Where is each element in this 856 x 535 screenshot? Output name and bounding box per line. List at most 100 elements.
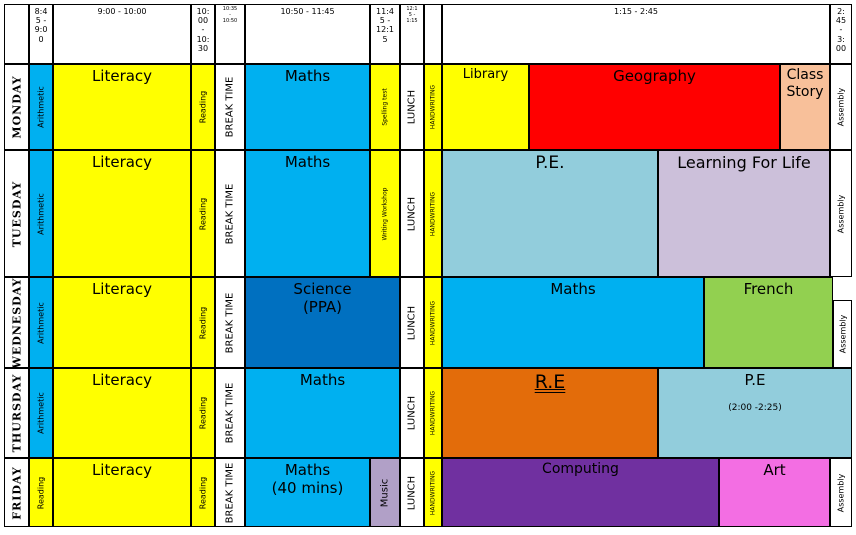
lesson-handwriting: HANDWRITING bbox=[424, 150, 442, 277]
lesson-learning-for-life: Learning For Life bbox=[658, 150, 830, 277]
lunch: LUNCH bbox=[400, 277, 424, 368]
lesson-class-story: Class Story bbox=[780, 64, 830, 150]
time-header-1050: 10:50 - 11:45 bbox=[245, 4, 370, 64]
lesson-label: Arithmetic bbox=[36, 86, 46, 128]
lesson-re: R.E bbox=[442, 368, 658, 458]
lunch: LUNCH bbox=[400, 150, 424, 277]
lesson-maths: Maths bbox=[245, 64, 370, 150]
lesson-label: Spelling test bbox=[381, 88, 389, 126]
lesson-reading: Reading bbox=[29, 458, 53, 527]
lunch: LUNCH bbox=[400, 458, 424, 527]
lesson-label: Reading bbox=[198, 306, 208, 339]
lesson-label: Reading bbox=[198, 197, 208, 230]
lesson-maths: Maths (40 mins) bbox=[245, 458, 370, 527]
lesson-label: Story bbox=[786, 83, 824, 100]
lesson-literacy: Literacy bbox=[53, 64, 191, 150]
lesson-label: Arithmetic bbox=[36, 192, 46, 235]
day-wednesday: WEDNESDAY bbox=[4, 277, 29, 368]
time-label: 10:50 - 11:45 bbox=[280, 7, 335, 16]
lesson-literacy: Literacy bbox=[53, 368, 191, 458]
time-header-1145: 11:4 5 - 12:1 5 bbox=[370, 4, 400, 64]
time-line: 8:4 bbox=[34, 7, 48, 16]
lesson-music: Music bbox=[370, 458, 400, 527]
time-line: 10: bbox=[196, 34, 210, 44]
time-line: - bbox=[839, 25, 843, 35]
lesson-handwriting: HANDWRITING bbox=[424, 277, 442, 368]
time-header-1035: 10:35 - 10:50 bbox=[215, 4, 245, 64]
lesson-literacy: Literacy bbox=[53, 150, 191, 277]
lesson-label: Learning For Life bbox=[677, 153, 811, 172]
lesson-label: Literacy bbox=[91, 280, 153, 298]
time-line: 12:1 bbox=[406, 6, 418, 12]
lesson-label: Maths bbox=[284, 67, 331, 85]
lesson-maths: Maths bbox=[245, 150, 370, 277]
lesson-label: BREAK TIME bbox=[224, 382, 236, 444]
lesson-label: LUNCH bbox=[406, 196, 418, 231]
day-tuesday: TUESDAY bbox=[4, 150, 29, 277]
lesson-label: HANDWRITING bbox=[429, 470, 437, 515]
lesson-label: Music bbox=[379, 478, 391, 507]
time-line: 5 - bbox=[35, 16, 47, 26]
lesson-label: Reading bbox=[198, 396, 208, 430]
lesson-label: Literacy bbox=[91, 67, 153, 85]
time-line: 1:15 bbox=[406, 17, 418, 24]
day-label: FRIDAY bbox=[10, 465, 23, 520]
assembly: Assembly bbox=[830, 64, 852, 150]
lesson-label: R.E bbox=[534, 371, 566, 393]
lesson-label: Literacy bbox=[91, 461, 153, 479]
lesson-label: HANDWRITING bbox=[429, 191, 437, 236]
lesson-arithmetic: Arithmetic bbox=[29, 368, 53, 458]
lesson-label: Arithmetic bbox=[36, 301, 46, 344]
time-line: 12:1 bbox=[376, 25, 394, 35]
time-line: 10: bbox=[196, 7, 210, 16]
time-label: 1:15 - 2:45 bbox=[614, 7, 658, 16]
lesson-label: LUNCH bbox=[406, 475, 418, 510]
time-label: 9:00 - 10:00 bbox=[97, 7, 147, 16]
lesson-handwriting: HANDWRITING bbox=[424, 458, 442, 527]
break-time: BREAK TIME bbox=[215, 277, 245, 368]
lesson-french: French bbox=[704, 277, 833, 368]
lesson-label: Computing bbox=[542, 461, 619, 477]
lesson-label: (PPA) bbox=[302, 298, 343, 316]
lesson-label: HANDWRITING bbox=[429, 390, 437, 436]
lesson-pe: P.E. bbox=[442, 150, 658, 277]
lesson-label: P.E bbox=[744, 371, 766, 389]
lesson-library: Library bbox=[442, 64, 529, 150]
lesson-label: Assembly bbox=[836, 87, 846, 127]
time-line: 00 bbox=[197, 16, 209, 26]
lesson-label: French bbox=[743, 280, 794, 298]
empty-corner-cell bbox=[4, 4, 29, 64]
lesson-label: (40 mins) bbox=[271, 479, 344, 497]
time-line: 00 bbox=[835, 43, 847, 53]
lesson-label: Maths bbox=[299, 371, 346, 389]
lesson-reading: Reading bbox=[191, 64, 215, 150]
day-friday: FRIDAY bbox=[4, 458, 29, 527]
lesson-literacy: Literacy bbox=[53, 277, 191, 368]
lesson-reading: Reading bbox=[191, 150, 215, 277]
lesson-maths: Maths bbox=[245, 368, 400, 458]
lesson-science-ppa: Science (PPA) bbox=[245, 277, 400, 368]
time-line: 45 bbox=[835, 16, 847, 26]
lesson-label: P.E. bbox=[535, 153, 565, 173]
assembly: Assembly bbox=[833, 300, 852, 368]
break-time: BREAK TIME bbox=[215, 458, 245, 527]
lesson-label: Maths bbox=[550, 280, 596, 298]
lesson-label: Writing Workshop bbox=[381, 187, 389, 240]
lesson-literacy: Literacy bbox=[53, 458, 191, 527]
day-label: TUESDAY bbox=[10, 180, 23, 247]
time-line: 10:35 bbox=[222, 6, 238, 12]
lesson-label: Reading bbox=[198, 476, 208, 509]
lesson-reading: Reading bbox=[191, 277, 215, 368]
time-line: - bbox=[229, 11, 231, 18]
lesson-label: Reading bbox=[36, 476, 46, 509]
lesson-label: HANDWRITING bbox=[429, 84, 437, 130]
time-line: 5 - bbox=[379, 16, 391, 26]
lesson-arithmetic: Arithmetic bbox=[29, 64, 53, 150]
lesson-label: Library bbox=[462, 67, 509, 82]
lesson-label: Assembly bbox=[836, 473, 846, 512]
time-line: 11:4 bbox=[376, 7, 394, 16]
lesson-pe: P.E (2:00 -2:25) bbox=[658, 368, 852, 458]
time-header-0845: 8:4 5 - 9:0 0 bbox=[29, 4, 53, 64]
lesson-label: Assembly bbox=[836, 194, 846, 233]
lesson-handwriting: HANDWRITING bbox=[424, 368, 442, 458]
